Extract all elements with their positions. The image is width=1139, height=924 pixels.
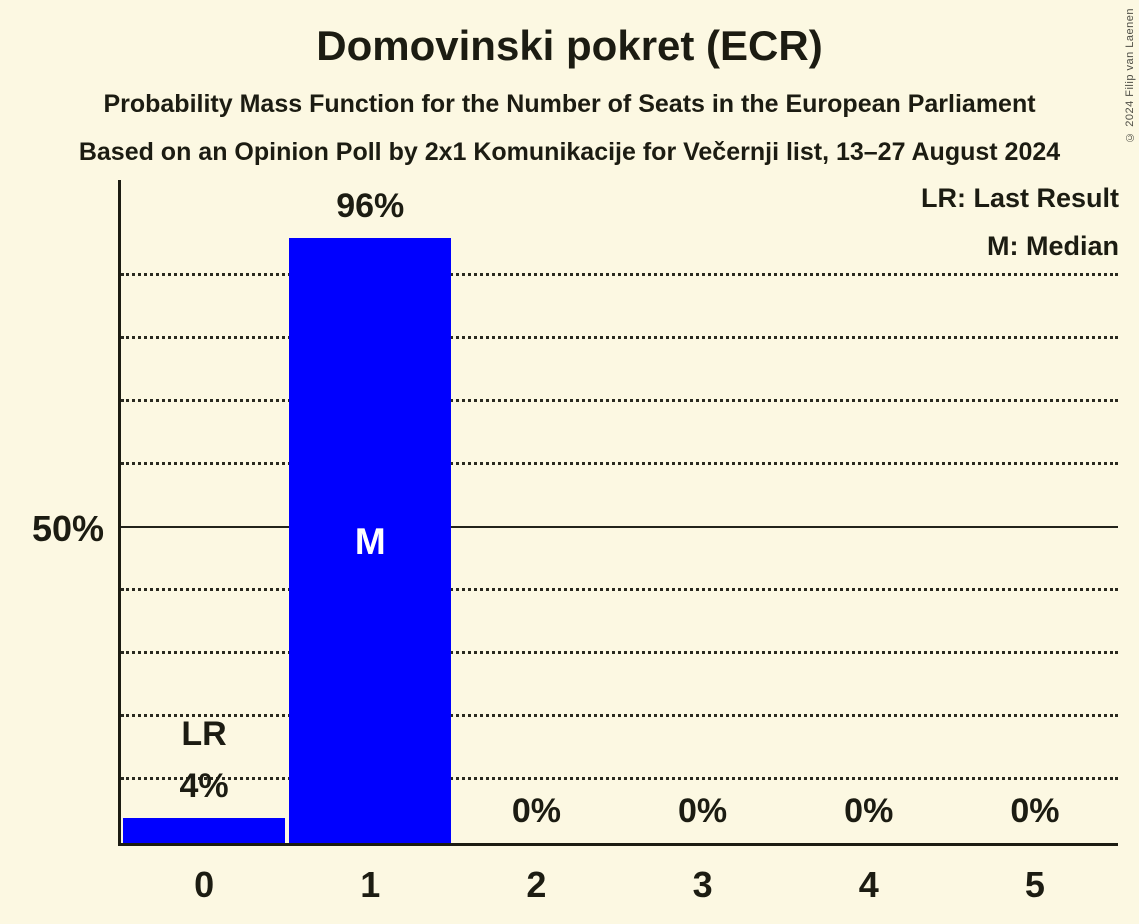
legend-item-last-result: LR: Last Result	[920, 183, 1119, 213]
bar-seats-1	[289, 238, 452, 843]
legend: LR: Last Result M: Median	[921, 183, 1119, 279]
last-result-marker-label: LR	[181, 714, 227, 753]
x-tick-label-1: 1	[360, 864, 381, 905]
bar-seats-0	[123, 817, 286, 843]
median-marker-label: M	[354, 521, 386, 562]
bar-value-label: 96%	[336, 187, 405, 226]
bar-value-label: 0%	[511, 792, 561, 830]
bar-value-label: 4%	[179, 766, 229, 805]
x-tick-label-2: 2	[526, 864, 547, 905]
bar-value-label: 0%	[1010, 792, 1060, 830]
gridline-dotted	[121, 714, 1118, 717]
gridline-dotted	[121, 399, 1118, 402]
x-tick-label-4: 4	[858, 864, 879, 905]
chart-title: Domovinski pokret (ECR)	[316, 22, 823, 69]
chart-source-line: Based on an Opinion Poll by 2x1 Komunika…	[78, 138, 1061, 166]
gridline-50pct-solid	[121, 526, 1118, 528]
gridline-dotted	[121, 462, 1118, 465]
copyright-notice: © 2024 Filip van Laenen	[1124, 8, 1136, 143]
gridline-dotted	[121, 588, 1118, 591]
x-axis-tick-labels: 0 1 2 3 4 5	[121, 864, 1118, 912]
plot-area: 4% 96% 0% 0% 0% 0% LR M	[118, 180, 1118, 846]
gridline-dotted	[121, 777, 1118, 780]
x-tick-label-0: 0	[194, 864, 215, 905]
gridline-dotted	[121, 273, 1118, 276]
chart-subtitle: Probability Mass Function for the Number…	[103, 90, 1036, 118]
bar-value-label: 0%	[844, 792, 894, 830]
bar-value-label: 0%	[678, 792, 728, 830]
y-axis-tick-label: 50%	[31, 508, 104, 549]
legend-item-median: M: Median	[987, 231, 1119, 261]
x-tick-label-3: 3	[692, 864, 713, 905]
gridline-dotted	[121, 336, 1118, 339]
gridline-dotted	[121, 651, 1118, 654]
x-tick-label-5: 5	[1024, 864, 1045, 905]
